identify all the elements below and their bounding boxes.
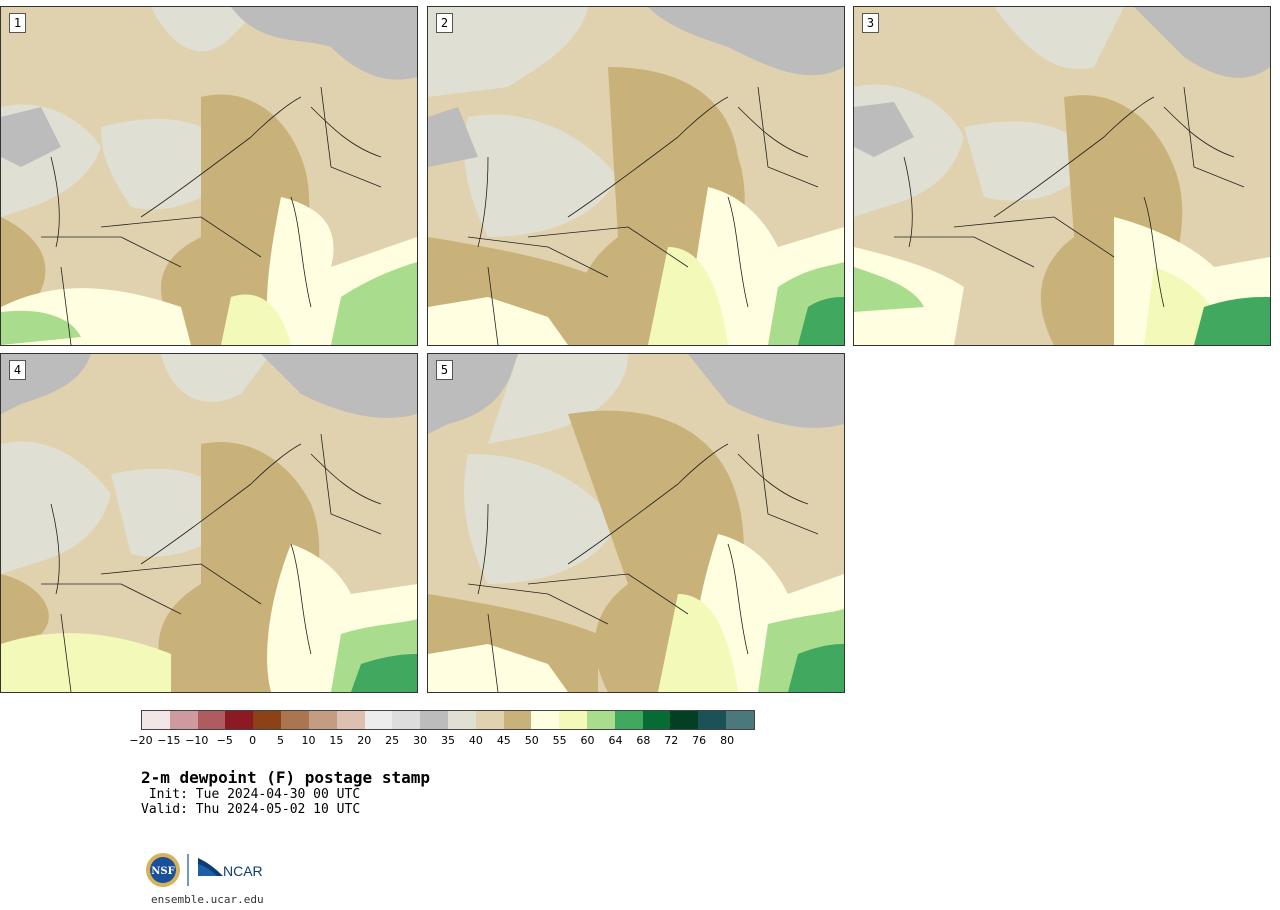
colorbar-swatch xyxy=(336,711,365,729)
colorbar-tick-label: −15 xyxy=(157,734,181,747)
map-panel-5: 5 xyxy=(427,353,845,693)
colorbar-tick-label: 35 xyxy=(441,734,455,747)
panel-label: 2 xyxy=(436,13,453,33)
colorbar-swatch xyxy=(587,711,615,729)
colorbar-swatch xyxy=(197,711,226,729)
map-panel-3: 3 xyxy=(853,6,1271,346)
colorbar-tick-label: 50 xyxy=(524,734,539,747)
colorbar-swatch xyxy=(726,711,754,729)
colorbar-swatch xyxy=(281,711,309,729)
colorbar-swatch xyxy=(614,711,643,729)
colorbar-swatch xyxy=(475,711,504,729)
colorbar-swatch xyxy=(364,711,393,729)
colorbar xyxy=(141,710,755,730)
dewpoint-map-5 xyxy=(428,354,844,692)
colorbar-swatch xyxy=(642,711,671,729)
dewpoint-map-1 xyxy=(1,7,417,345)
valid-time: Valid: Thu 2024-05-02 10 UTC xyxy=(141,802,361,817)
panel-label: 3 xyxy=(862,13,879,33)
colorbar-swatch xyxy=(169,711,198,729)
init-time: Init: Tue 2024-04-30 00 UTC xyxy=(141,787,361,802)
colorbar-tick-label: 55 xyxy=(552,734,567,747)
colorbar-swatch xyxy=(698,711,727,729)
dewpoint-map-4 xyxy=(1,354,417,692)
colorbar-tick-label: −20 xyxy=(129,734,153,747)
map-panel-2: 2 xyxy=(427,6,845,346)
colorbar-swatch xyxy=(531,711,560,729)
colorbar-tick-label: 20 xyxy=(357,734,372,747)
chart-title: 2-m dewpoint (F) postage stamp xyxy=(141,768,430,787)
ncar-logo-text: NCAR xyxy=(223,863,263,879)
colorbar-tick-label: 64 xyxy=(608,734,623,747)
colorbar-tick-label: 10 xyxy=(301,734,316,747)
colorbar-tick-label: 45 xyxy=(496,734,511,747)
colorbar-swatch xyxy=(420,711,448,729)
colorbar-tick-label: 76 xyxy=(692,734,707,747)
colorbar-swatch xyxy=(447,711,476,729)
colorbar-tick-label: 60 xyxy=(580,734,595,747)
colorbar-swatch xyxy=(253,711,282,729)
colorbar-swatch xyxy=(503,711,532,729)
colorbar-swatch xyxy=(392,711,421,729)
colorbar-swatch xyxy=(670,711,699,729)
colorbar-swatch xyxy=(142,711,170,729)
colorbar-swatch xyxy=(559,711,587,729)
colorbar-ticks: −20 −15 −10 −5 0 5 10 15 20 25 30 35 40 45 50 55 60 64 68 7… xyxy=(129,734,755,748)
dewpoint-map-2 xyxy=(428,7,844,345)
colorbar-tick-label: 25 xyxy=(385,734,400,747)
colorbar-tick-label: −10 xyxy=(185,734,209,747)
dewpoint-map-3 xyxy=(854,7,1270,345)
colorbar-tick-label: 30 xyxy=(413,734,428,747)
site-url: ensemble.ucar.edu xyxy=(151,893,264,906)
map-panel-4: 4 xyxy=(0,353,418,693)
panel-label: 4 xyxy=(9,360,26,380)
nsf-ncar-logos: NSF NCAR xyxy=(146,853,263,887)
colorbar-tick-label: −5 xyxy=(216,734,233,747)
ncar-logo-icon: NCAR xyxy=(198,858,263,879)
map-panel-1: 1 xyxy=(0,6,418,346)
colorbar-swatch xyxy=(308,711,337,729)
colorbar-swatch xyxy=(225,711,254,729)
colorbar-tick-label: 68 xyxy=(636,734,651,747)
colorbar-tick-label: 80 xyxy=(720,734,735,747)
nsf-logo-text: NSF xyxy=(151,866,174,877)
panel-label: 5 xyxy=(436,360,453,380)
nsf-logo-icon: NSF xyxy=(146,853,180,887)
panel-label: 1 xyxy=(9,13,26,33)
colorbar-tick-label: 5 xyxy=(277,734,285,747)
colorbar-tick-label: 72 xyxy=(664,734,679,747)
colorbar-tick-label: 0 xyxy=(249,734,257,747)
colorbar-tick-label: 40 xyxy=(468,734,483,747)
colorbar-tick-label: 15 xyxy=(329,734,344,747)
